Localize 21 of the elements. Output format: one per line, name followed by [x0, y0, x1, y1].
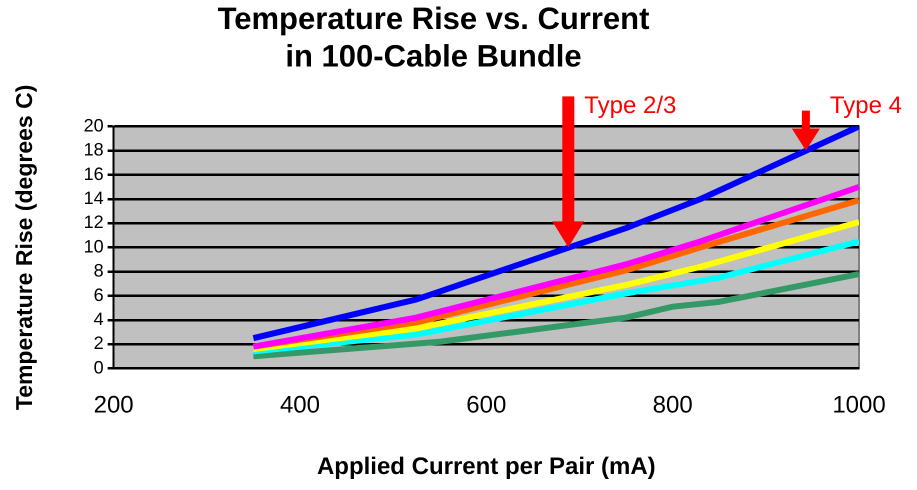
y-tick-label: 6 — [94, 284, 104, 305]
y-tick-label: 20 — [84, 115, 104, 136]
y-tick-label: 0 — [94, 357, 104, 378]
x-tick-label: 400 — [280, 391, 320, 418]
text: Type 2/3 — [584, 92, 676, 120]
y-tick-label: 14 — [84, 188, 104, 208]
chart-title: Temperature Rise vs. Current in 100-Cable Bundle — [218, 1, 650, 74]
y-axis-title: Temperature Rise (degrees C) — [11, 84, 38, 410]
y-tick-label: 16 — [84, 164, 104, 184]
x-tick-label: 200 — [94, 391, 134, 418]
x-tick-label: 800 — [652, 391, 693, 418]
annotation: Type 4 — [830, 92, 902, 120]
y-tick-label: 8 — [94, 260, 104, 281]
y-tick-label: 2 — [94, 333, 104, 354]
x-axis-title: Applied Current per Pair (mA) — [316, 453, 656, 480]
x-tick-label: 1000 — [832, 391, 886, 418]
y-tick-label: 10 — [84, 236, 104, 256]
y-tick-label: 12 — [84, 212, 104, 232]
y-tick-label: 4 — [94, 308, 104, 329]
y-tick-label: 18 — [84, 140, 104, 160]
x-tick-label: 600 — [466, 391, 506, 418]
